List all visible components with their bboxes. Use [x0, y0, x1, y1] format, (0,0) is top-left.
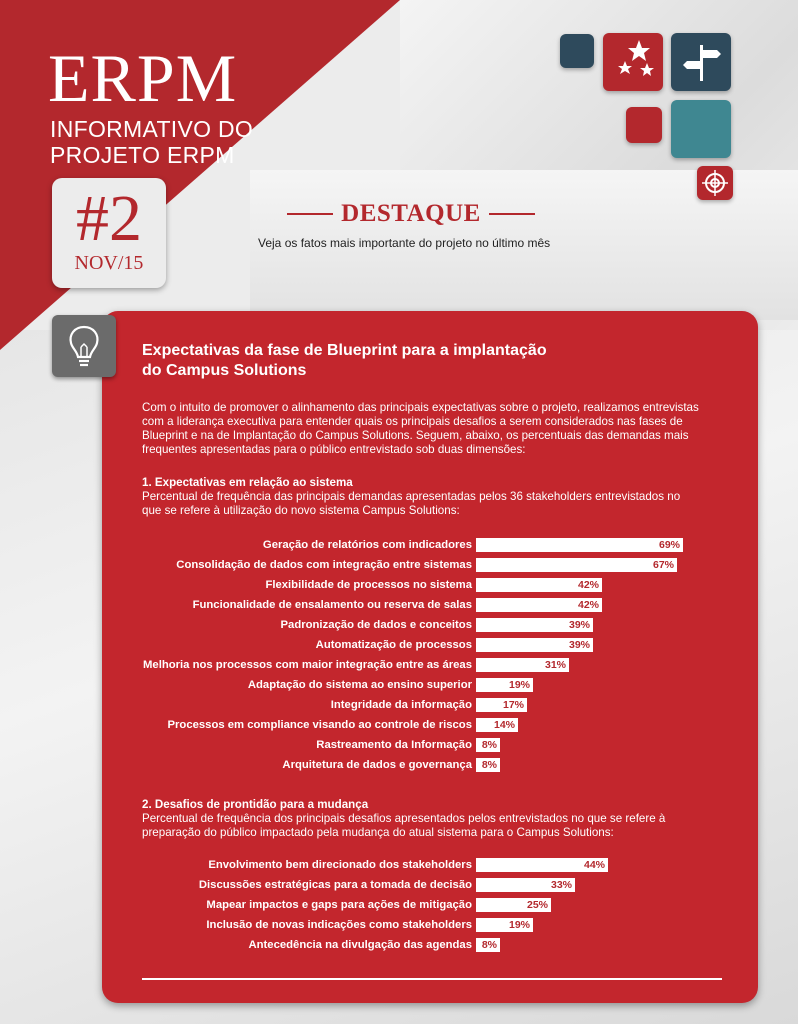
bar-label: Integridade da informação	[330, 699, 472, 711]
issue-date: NOV/15	[74, 252, 144, 274]
bar: 69%	[476, 538, 683, 552]
bar-label: Geração de relatórios com indicadores	[262, 539, 472, 551]
bar: 39%	[476, 638, 593, 652]
bar: 25%	[476, 898, 551, 912]
bar-label: Melhoria nos processos com maior integra…	[143, 659, 472, 671]
bar-label: Mapear impactos e gaps para ações de mit…	[206, 899, 472, 911]
subtitle-line-2: PROJETO ERPM	[50, 142, 235, 168]
article-title-line-2: do Campus Solutions	[142, 362, 307, 379]
bar: 8%	[476, 758, 500, 772]
bar: 8%	[476, 738, 500, 752]
tile-target	[697, 166, 733, 200]
subtitle-line-1: INFORMATIVO DO	[50, 116, 254, 142]
bar: 8%	[476, 938, 500, 952]
bar: 67%	[476, 558, 677, 572]
article-card	[102, 311, 758, 1003]
bar-label: Funcionalidade de ensalamento ou reserva…	[192, 599, 472, 611]
bar: 31%	[476, 658, 569, 672]
article-intro: Com o intuito de promover o alinhamento …	[142, 401, 699, 456]
bar-label: Discussões estratégicas para a tomada de…	[198, 879, 472, 891]
bar-label: Automatização de processos	[315, 639, 472, 651]
bar-label: Envolvimento bem direcionado dos stakeho…	[208, 859, 472, 871]
bar-label: Flexibilidade de processos no sistema	[265, 579, 472, 591]
issue-badge: #2 NOV/15	[52, 178, 166, 288]
header-subtitle: INFORMATIVO DO PROJETO ERPM	[50, 116, 253, 168]
signpost-icon	[683, 45, 721, 81]
lightbulb-badge	[52, 315, 116, 377]
highlight-title: DESTAQUE	[341, 200, 481, 227]
section-2-title: 2. Desafios de prontidão para a mudança	[142, 798, 369, 811]
bar: 33%	[476, 878, 575, 892]
bar: 19%	[476, 678, 533, 692]
bar-label: Antecedência na divulgação das agendas	[248, 939, 472, 951]
section-1-title: 1. Expectativas em relação ao sistema	[142, 476, 353, 489]
tile-signpost	[671, 33, 731, 91]
target-icon	[702, 170, 728, 196]
bar-label: Padronização de dados e conceitos	[280, 619, 472, 631]
article-title-line-1: Expectativas da fase de Blueprint para a…	[142, 342, 547, 359]
highlight-heading: DESTAQUE	[280, 199, 542, 229]
tile-red-small	[626, 107, 662, 143]
bar-label: Arquitetura de dados e governança	[282, 759, 472, 771]
card-footer-divider	[142, 978, 722, 980]
article-title: Expectativas da fase de Blueprint para a…	[142, 341, 622, 381]
tile-teal	[671, 100, 731, 158]
bar: 44%	[476, 858, 608, 872]
header-red-triangle	[0, 0, 400, 350]
bar: 17%	[476, 698, 527, 712]
section-1-description: Percentual de frequência das principais …	[142, 490, 681, 517]
issue-number: #2	[76, 182, 142, 255]
bar-label: Processos em compliance visando ao contr…	[167, 719, 472, 731]
stars-icon	[618, 40, 654, 76]
section-2-description: Percentual de frequência dos principais …	[142, 812, 666, 839]
highlight-subtitle: Veja os fatos mais importante do projeto…	[258, 236, 551, 250]
logo: ERPM	[48, 40, 238, 116]
bar: 19%	[476, 918, 533, 932]
bar-label: Adaptação do sistema ao ensino superior	[247, 679, 472, 691]
bar: 42%	[476, 578, 602, 592]
tile-dark-small	[560, 34, 594, 68]
bar: 42%	[476, 598, 602, 612]
divider-line	[488, 213, 535, 215]
bar-label: Consolidação de dados com integração ent…	[176, 559, 472, 571]
divider-line	[287, 213, 334, 215]
bar: 39%	[476, 618, 593, 632]
tile-stars	[603, 33, 663, 91]
bar: 14%	[476, 718, 518, 732]
bar-label: Rastreamento da Informação	[316, 739, 472, 751]
lightbulb-icon	[69, 325, 99, 367]
bar-label: Inclusão de novas indicações como stakeh…	[206, 919, 472, 931]
